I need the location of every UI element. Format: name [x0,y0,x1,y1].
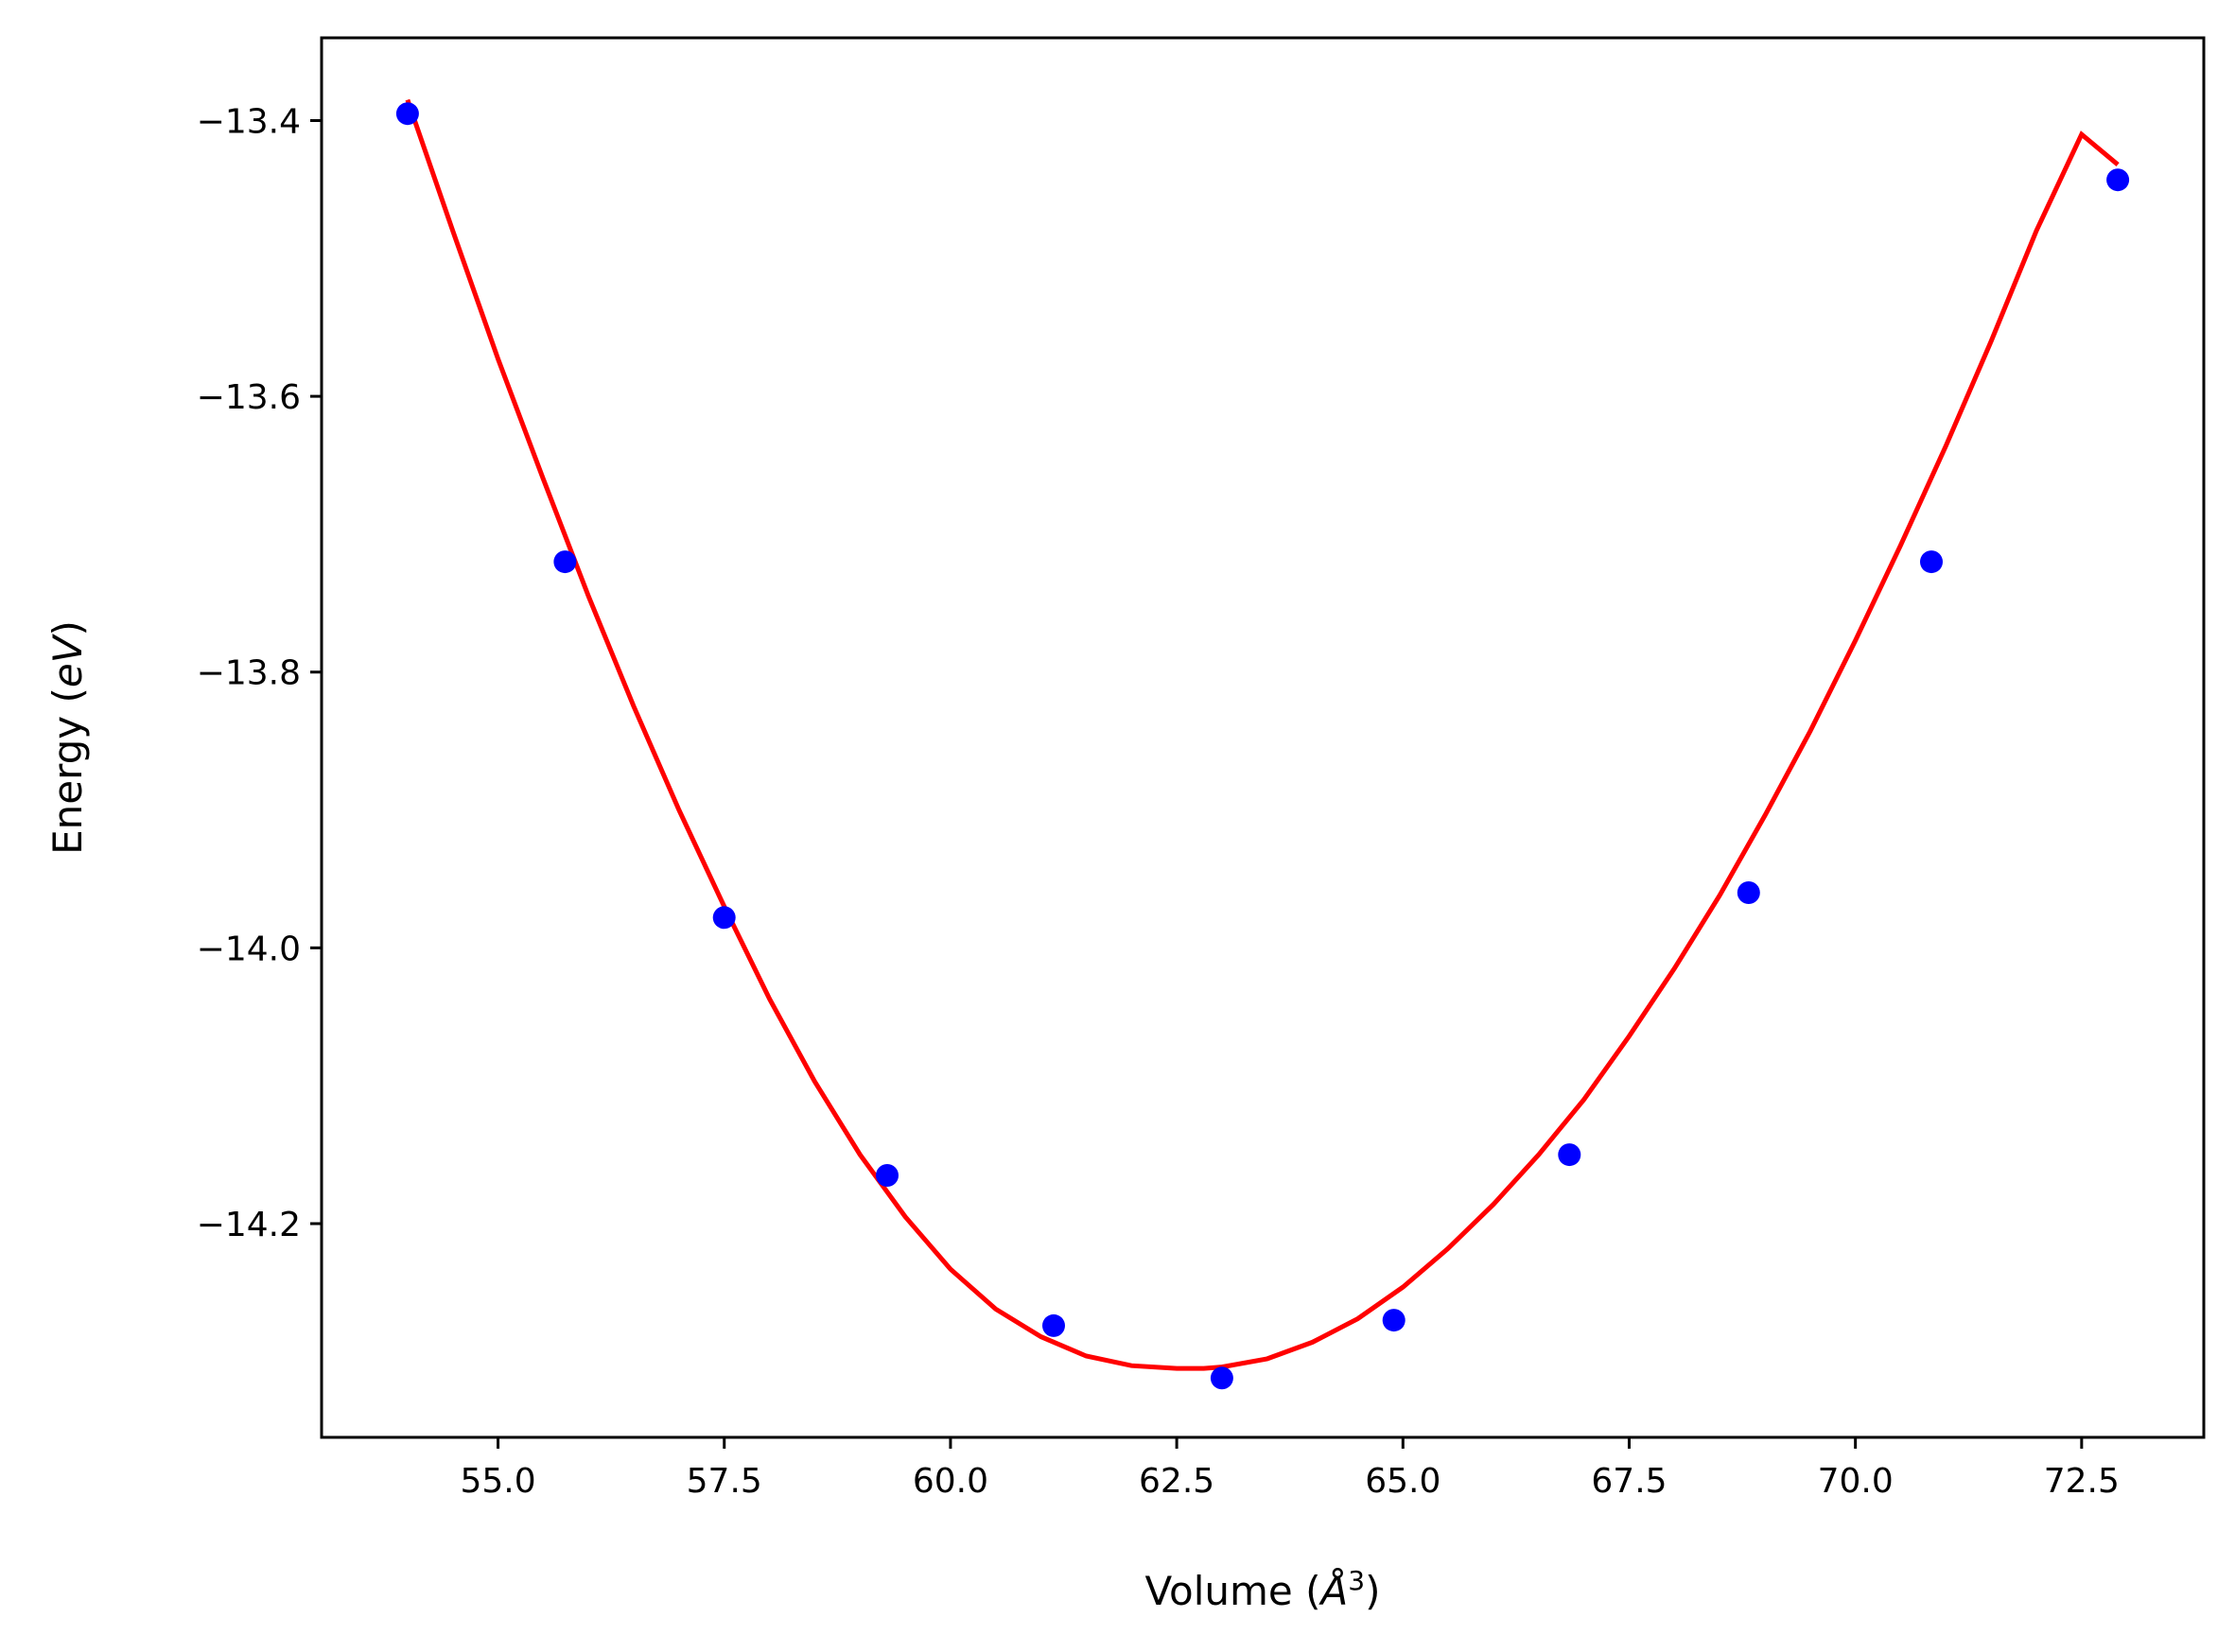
y-tick-label: −13.4 [197,102,301,141]
x-tick-label: 62.5 [1139,1462,1214,1501]
y-tick-label: −14.2 [197,1206,301,1244]
fit-line-layer [405,98,2120,1371]
x-tick-label: 55.0 [460,1462,535,1501]
data-point [553,550,577,574]
data-points-layer [395,102,2130,1390]
y-tick-label: −13.6 [197,378,301,417]
x-tick-label: 72.5 [2044,1462,2120,1501]
fit-line [405,98,2120,1371]
data-point [876,1164,899,1187]
y-tick-label: −13.8 [197,654,301,693]
data-point [1210,1366,1233,1390]
data-point [1382,1309,1406,1332]
data-point [395,102,419,126]
x-tick-label: 67.5 [1591,1462,1667,1501]
y-axis-label: Energy (eV) [44,620,91,855]
x-tick-label: 57.5 [687,1462,762,1501]
y-tick-label: −14.0 [197,930,301,968]
y-axis-ticks: −13.4 −13.6 −13.8 −14.0 −14.2 [197,102,322,1244]
x-tick-label: 60.0 [913,1462,988,1501]
x-tick-label: 70.0 [1818,1462,1894,1501]
data-point [1920,550,1943,574]
x-tick-label: 65.0 [1365,1462,1441,1501]
data-point [712,906,736,930]
data-point [1737,881,1760,904]
x-axis-ticks: 55.0 57.5 60.0 62.5 65.0 67.5 70.0 72.5 [460,1437,2120,1501]
plot-area [320,36,2206,1439]
data-point [1042,1313,1065,1337]
x-axis-label: Volume (Å3) [1145,1565,1381,1614]
data-point [2106,168,2130,192]
data-point [1558,1143,1581,1167]
